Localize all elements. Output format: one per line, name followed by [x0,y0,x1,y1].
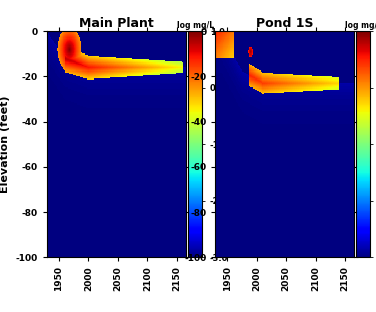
Y-axis label: Elevation (feet): Elevation (feet) [0,95,10,193]
Title: Pond 1S: Pond 1S [256,17,314,30]
Title: Main Plant: Main Plant [79,17,154,30]
Title: log mg/L: log mg/L [345,22,376,31]
Title: log mg/L: log mg/L [176,22,214,31]
